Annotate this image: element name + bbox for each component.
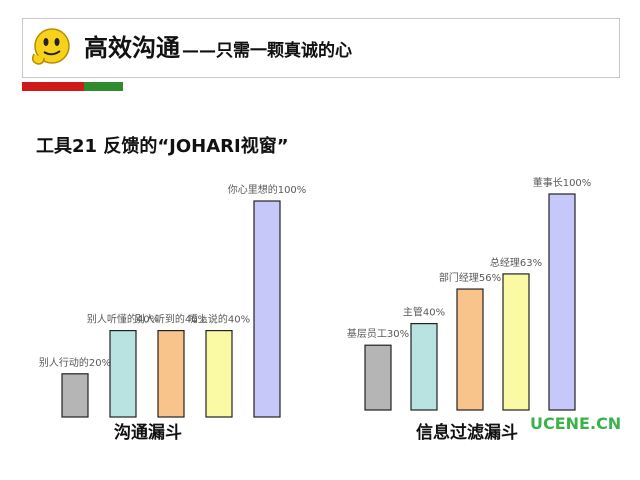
header-frame	[22, 18, 620, 78]
bar-chart2-2	[410, 323, 438, 411]
x-axis-label-chart1: 沟通漏斗	[114, 422, 182, 443]
thinking-smiley-icon	[31, 28, 70, 65]
bar-chart1-3	[157, 330, 185, 418]
bar-chart1-1	[61, 373, 89, 418]
accent-bar-green	[84, 82, 123, 91]
section-title: 工具21 反馈的“JOHARI视窗”	[36, 136, 289, 157]
bar-chart1-4	[205, 330, 233, 418]
bar-chart1-2	[109, 330, 137, 418]
slide-header: 高效沟通 ——只需一颗真诚的心	[22, 18, 620, 80]
x-axis-label-chart2: 信息过滤漏斗	[416, 422, 518, 443]
bar-label-chart2-3: 部门经理56%	[439, 271, 501, 284]
page-title: 高效沟通 ——只需一颗真诚的心	[84, 28, 352, 66]
bar-label-chart2-4: 总经理63%	[490, 256, 542, 269]
bar-label-chart1-3: 别人听到的40%	[135, 313, 207, 326]
bar-label-chart1-1: 别人行动的20%	[39, 356, 111, 369]
bar-chart2-1	[364, 344, 392, 411]
bar-chart2-3	[456, 288, 484, 411]
bar-chart1-5	[253, 200, 281, 418]
bar-label-chart1-5: 你心里想的100%	[228, 183, 307, 196]
bar-label-chart1-2: 别人听懂的40%	[87, 313, 159, 326]
bar-label-chart2-2: 主管40%	[403, 306, 445, 319]
title-main: 高效沟通	[84, 34, 180, 62]
bar-label-chart1-4: 嘴上说的40%	[188, 313, 250, 326]
bar-chart2-4	[502, 273, 530, 411]
bar-label-chart2-1: 基层员工30%	[347, 327, 409, 340]
watermark: UCENE.CN	[530, 414, 622, 433]
accent-bar-red	[22, 82, 84, 91]
title-subtitle: ——只需一颗真诚的心	[182, 41, 352, 61]
bar-chart2-5	[548, 193, 576, 411]
bar-label-chart2-5: 董事长100%	[533, 176, 592, 189]
